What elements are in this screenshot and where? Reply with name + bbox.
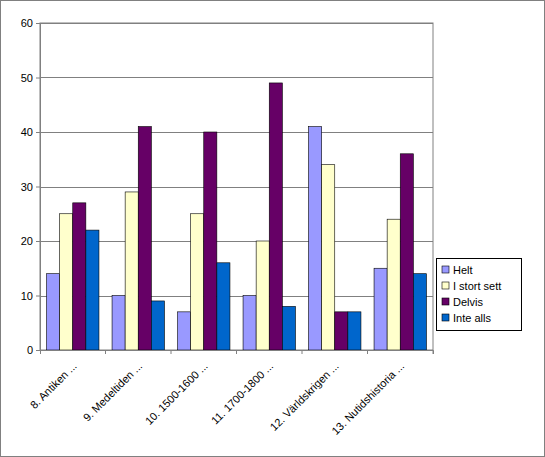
tick-label: 11. 1700-1800 ... [209,360,276,427]
tick-label: 20 [21,235,33,247]
grid-line [40,132,433,133]
tick: 30 [21,181,40,193]
series [73,83,414,350]
bar [348,312,361,350]
bar [269,83,282,350]
tick-mark [36,132,40,133]
legend-box [437,259,522,331]
bar [400,154,413,350]
legend-swatch [442,282,449,289]
axis-line [36,24,41,351]
tick: 50 [21,72,40,84]
tick-label: 10. 1500-1600 ... [143,360,210,427]
bar [125,192,138,350]
bar [243,296,256,351]
chart-border [1,1,545,457]
bar [374,268,387,350]
bar [112,296,125,351]
legend-swatch [442,314,449,321]
x-axis: 8. Antiken ...9. Medeltiden ...10. 1500-… [28,350,434,437]
tick: 0 [27,344,40,356]
tick: 40 [21,126,40,138]
tick-label: 10 [21,290,33,302]
tick-mark [105,350,106,354]
bar [151,301,164,350]
tick: 10 [21,290,40,302]
bar [413,274,426,350]
legend-label: I stort sett [453,280,501,292]
tick-mark [36,296,40,297]
tick-mark [36,78,40,79]
bar [73,203,86,350]
tick-mark [236,350,237,354]
bar [256,241,269,350]
series [86,230,427,350]
tick-mark [302,350,303,354]
series [47,127,388,350]
bar [138,127,151,350]
tick: 20 [21,235,40,247]
bar [204,132,217,350]
bar [86,230,99,350]
bar [387,219,400,350]
tick-label: 13. Nutidshistoria ... [329,360,406,437]
chart: 0 10 20 30 40 50 60 8. Antiken ...9. Medeltiden… [0,0,545,457]
tick-mark [36,23,40,24]
bar [178,312,191,350]
tick-mark [433,350,434,354]
bar [60,214,73,350]
tick-mark [36,241,40,242]
legend-label: Delvis [453,296,483,308]
tick: 60 [21,17,40,29]
bar [217,263,230,350]
grid [40,24,433,351]
bar [191,214,204,350]
bar [335,312,348,350]
grid-line [40,187,433,188]
axis-line [41,351,434,355]
grid-line [40,23,433,24]
tick-label: 12. Världskrigen ... [268,360,341,433]
tick-mark [171,350,172,354]
y-axis: 0 10 20 30 40 50 60 [21,17,41,356]
legend-label: Inte alls [453,312,491,324]
tick: 13. Nutidshistoria ... [329,350,433,437]
bar [282,306,295,350]
plot-frame [40,23,433,350]
bar [322,165,335,350]
tick-label: 8. Antiken ... [28,360,79,411]
bar [309,127,322,350]
tick-label: 40 [21,126,33,138]
bar [47,274,60,350]
tick-mark [36,350,40,351]
tick-label: 60 [21,17,33,29]
bars [47,83,427,350]
tick-label: 50 [21,72,33,84]
legend-label: Helt [453,264,473,276]
grid-line [40,77,433,78]
tick-mark [367,350,368,354]
tick-label: 30 [21,181,33,193]
tick-mark [36,187,40,188]
legend-swatch [442,266,449,273]
series [60,165,401,350]
legend-swatch [442,298,449,305]
tick-label: 9. Medeltiden ... [81,360,145,424]
tick-label: 0 [27,344,33,356]
legend: Helt I stort sett Delvis Inte alls [437,259,522,331]
